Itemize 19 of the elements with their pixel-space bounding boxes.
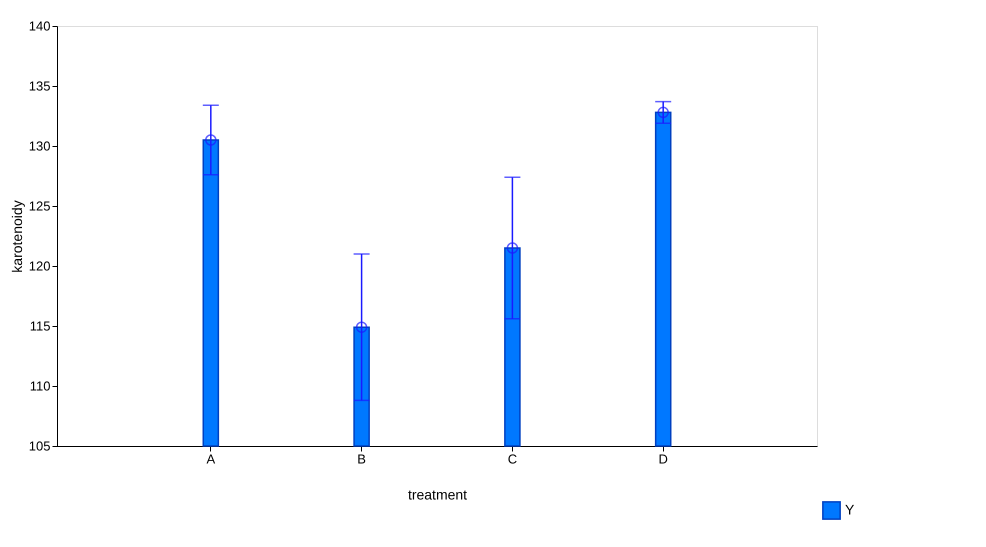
point bbox=[506, 242, 518, 254]
y-tick-label: 110 bbox=[30, 378, 50, 394]
y-tick-label: 105 bbox=[28, 438, 50, 454]
x-tick-label: A bbox=[206, 452, 216, 466]
x-tick-label: B bbox=[357, 452, 366, 466]
legend-label: Y bbox=[845, 502, 855, 518]
y-tick-label: 120 bbox=[28, 258, 50, 274]
point bbox=[657, 106, 669, 118]
x-axis-title: treatment bbox=[408, 486, 468, 502]
point bbox=[205, 134, 217, 146]
point bbox=[356, 321, 368, 333]
y-tick-label: 140 bbox=[28, 18, 50, 34]
y-tick-label: 135 bbox=[28, 78, 50, 94]
y-axis-title: karotenoidy bbox=[8, 200, 25, 273]
x-tick-label: C bbox=[508, 452, 518, 466]
x-tick-label: D bbox=[658, 452, 668, 466]
y-tick-label: 125 bbox=[28, 198, 50, 214]
y-tick-label: 130 bbox=[28, 138, 50, 154]
y-tick-label: 115 bbox=[30, 318, 50, 334]
